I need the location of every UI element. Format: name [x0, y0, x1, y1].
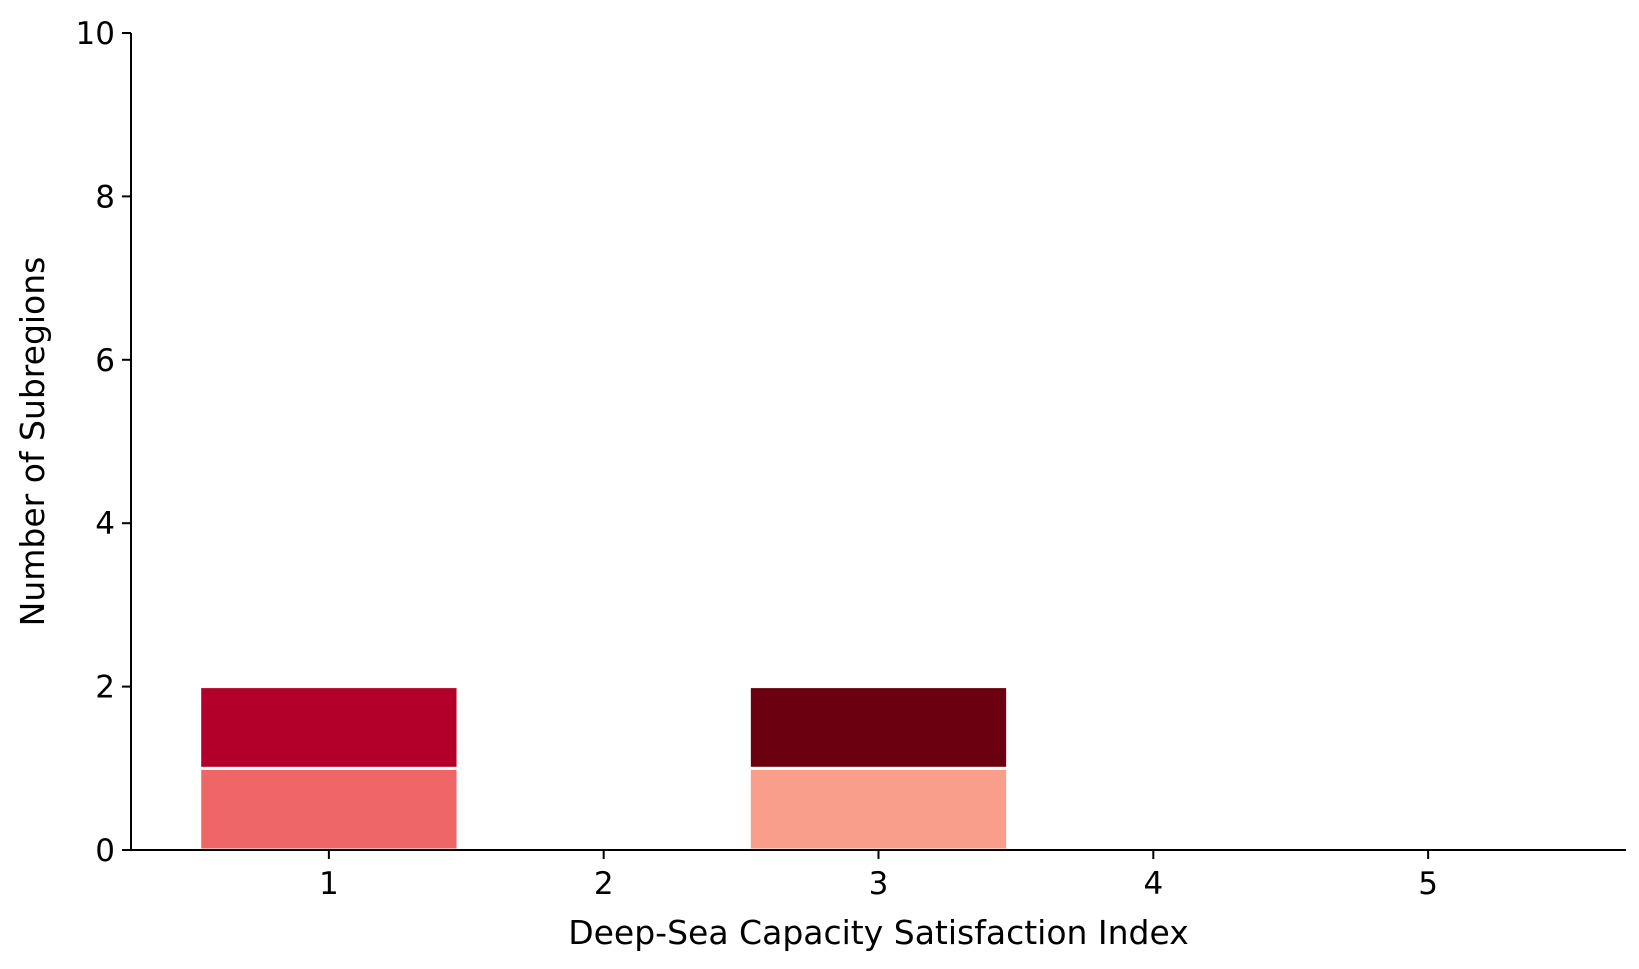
- x-tick-label: 3: [869, 866, 889, 902]
- bars-layer: [198, 685, 1010, 852]
- x-tick-label: 1: [319, 866, 339, 902]
- y-tick-label: 10: [76, 16, 115, 52]
- bar-x1-segment-1: [198, 766, 460, 852]
- bar-x3-segment-3: [747, 766, 1010, 852]
- x-ticks: 1 2 3 4 5: [319, 850, 1438, 902]
- y-ticks: 0 2 4 6 8 10: [76, 16, 131, 869]
- x-axis-label: Deep-Sea Capacity Satisfaction Index: [568, 913, 1189, 952]
- x-tick-label: 5: [1418, 866, 1438, 902]
- bar-x3-segment-4: [747, 685, 1010, 770]
- y-tick-label: 2: [95, 670, 115, 706]
- y-tick-label: 4: [95, 506, 115, 542]
- y-tick-label: 8: [95, 179, 115, 215]
- bar-x1-segment-2: [198, 685, 460, 770]
- y-tick-label: 6: [95, 343, 115, 379]
- y-axis-label: Number of Subregions: [13, 257, 52, 627]
- x-tick-label: 2: [594, 866, 614, 902]
- x-tick-label: 4: [1143, 866, 1163, 902]
- y-tick-label: 0: [95, 833, 115, 869]
